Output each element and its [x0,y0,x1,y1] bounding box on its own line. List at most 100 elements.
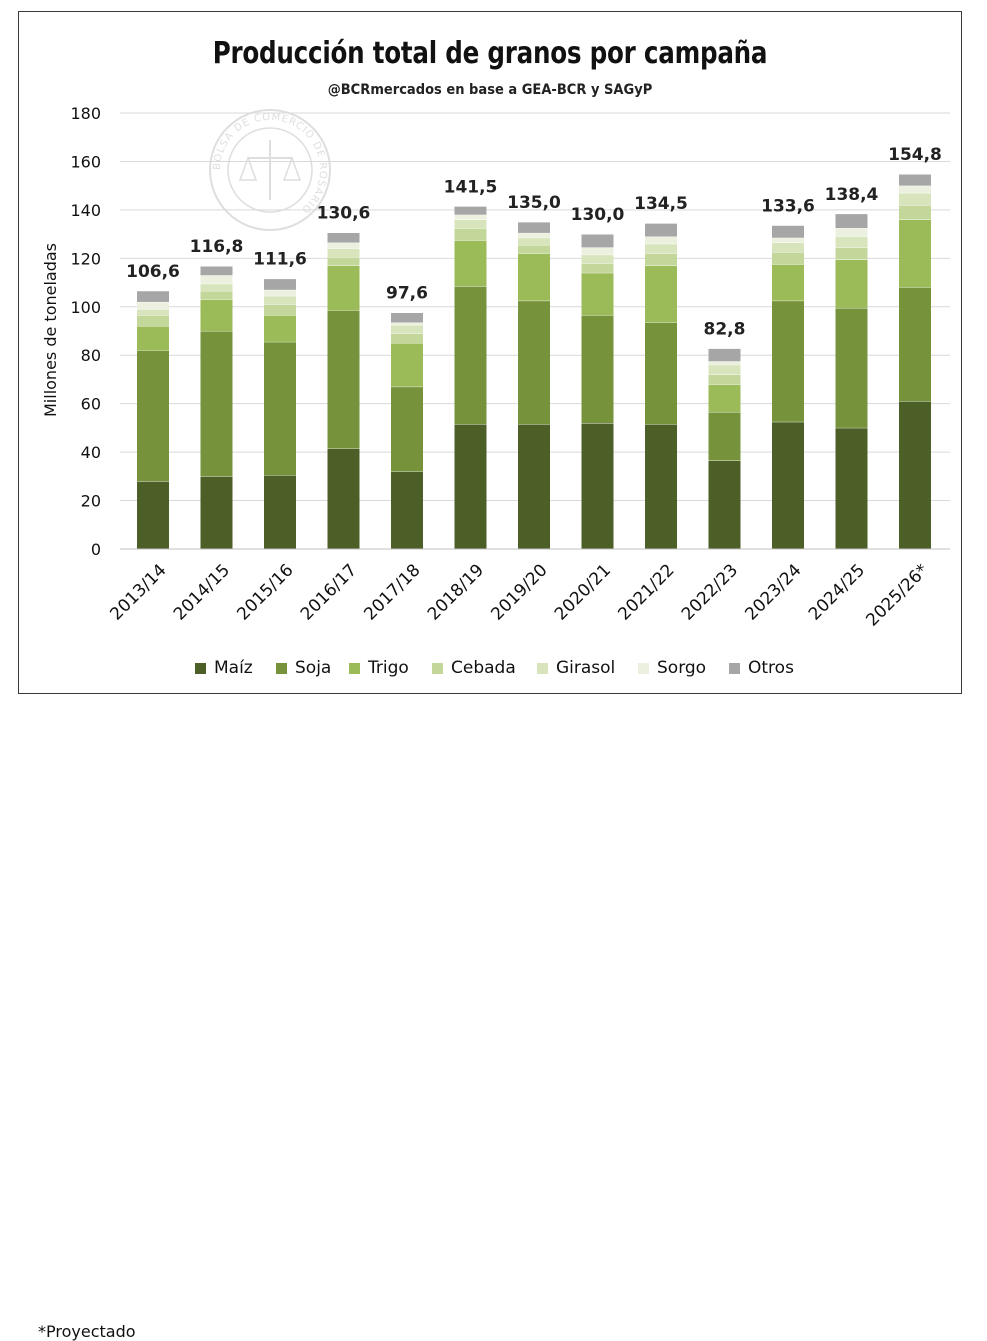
bar-segment-sorgo [772,237,804,243]
bar-segment-otros [708,348,741,362]
bar-segment-girasol [645,243,677,254]
total-label: 111,6 [253,250,307,270]
bar-segment-sorgo [264,289,296,296]
total-label: 134,5 [634,194,688,214]
bar-segment-cebada [708,374,741,385]
bar-segment-cebada [645,253,677,266]
legend-swatch [432,662,443,674]
bar-segment-trigo [200,299,233,331]
total-label: 116,8 [190,237,244,257]
bar-segment-sorgo [137,301,169,310]
y-tick-label: 100 [70,298,101,317]
legend-item-otros: Otros [729,658,794,678]
bar-segment-girasol [327,248,360,258]
bar-segment-otros [391,312,423,323]
x-tick-label: 2025/26* [862,560,932,630]
bar-segment-otros [645,223,677,237]
chart-subtitle: @BCRmercados en base a GEA-BCR y SAGyP [327,82,653,98]
bar-segment-sorgo [835,228,868,237]
total-label: 135,0 [507,193,561,213]
bar-segment-soja [835,307,868,428]
y-tick-label: 180 [70,104,101,123]
legend-swatch [729,662,740,674]
y-tick-label: 0 [91,540,101,559]
bar-segment-otros [581,234,614,248]
x-tick-label: 2019/20 [487,560,551,624]
bar-segment-otros [200,266,233,276]
bar-segment-trigo [835,259,868,308]
bar-segment-girasol [581,254,614,264]
bar-segment-cebada [200,291,233,300]
legend-label: Maíz [214,658,253,678]
bar-segment-otros [454,206,487,215]
legend-swatch [638,662,649,674]
bar-segment-maíz [581,423,614,549]
bar-segment-trigo [518,253,550,301]
bar-segment-maíz [708,460,741,549]
x-tick-label: 2023/24 [741,560,805,624]
bar-segment-sorgo [518,232,550,238]
bar-segment-otros [327,232,360,243]
bar-segment-sorgo [200,275,233,284]
bar-segment-cebada [327,257,360,266]
bar-segment-girasol [391,324,423,334]
bar-segment-cebada [454,228,487,241]
legend: *Proyectado Maíz Soja Trigo Cebada Girasol So… [0,658,987,1341]
bar-segment-sorgo [899,185,931,193]
total-label: 97,6 [386,284,428,304]
legend-swatch [349,662,360,674]
legend-label: Soja [295,658,332,678]
bar-chart: BOLSA DE COMERCIO DE ROSARIO 106,6 116,8 1… [41,104,950,630]
bar-segment-maíz [772,421,804,549]
bar-segment-otros [518,222,550,233]
y-tick-label: 20 [81,492,101,511]
bar-segment-sorgo [391,322,423,325]
bar-segment-sorgo [708,361,741,365]
total-label: 138,4 [825,185,879,205]
bar-segment-girasol [518,237,550,246]
bar-segment-otros [264,278,296,290]
y-tick-label: 40 [81,443,101,462]
bar-segment-maíz [645,424,677,549]
bar-segment-trigo [137,326,169,351]
bar-segment-soja [899,287,931,402]
bar-segment-cebada [899,205,931,220]
bar-segment-girasol [137,309,169,316]
bar-segment-cebada [835,247,868,260]
x-tick-label: 2018/19 [424,560,488,624]
y-tick-label: 160 [70,152,101,171]
bar-segment-trigo [899,219,931,288]
bar-segment-cebada [772,252,804,265]
legend-item-trigo: Trigo [349,658,409,678]
bar-segment-sorgo [327,242,360,249]
bar-segment-sorgo [645,236,677,244]
bar-segment-maíz [899,401,931,549]
legend-item-girasol: Girasol [537,658,615,678]
x-tick-label: 2017/18 [360,560,424,624]
bar-segment-otros [137,290,169,302]
bar-segment-girasol [899,192,931,206]
bar-segment-cebada [518,245,550,254]
bcr-seal-watermark: BOLSA DE COMERCIO DE ROSARIO [209,109,331,231]
total-label: 141,5 [444,177,498,197]
chart-title: Producción total de granos por campaña [212,36,768,71]
bar-segment-otros [899,174,931,186]
bar-segment-maíz [454,424,487,549]
bar-segment-cebada [137,315,169,327]
legend-swatch [195,662,206,674]
legend-item-sorgo: Sorgo [638,658,706,678]
legend-item-maíz: Maíz [195,658,253,678]
y-axis-label: Millones de toneladas [41,243,60,417]
legend-label: Cebada [451,658,516,678]
legend-label: Girasol [556,658,616,678]
bar-segment-soja [518,300,550,425]
bar-segment-girasol [200,283,233,292]
bar-segment-soja [645,322,677,425]
bar-segment-soja [137,350,169,482]
bar-segment-otros [835,213,868,229]
legend-item-soja: Soja [276,658,331,678]
total-label: 130,6 [317,204,371,224]
bar-segment-maíz [518,424,550,549]
legend-label: Sorgo [657,658,707,678]
bar-segment-otros [772,225,804,238]
